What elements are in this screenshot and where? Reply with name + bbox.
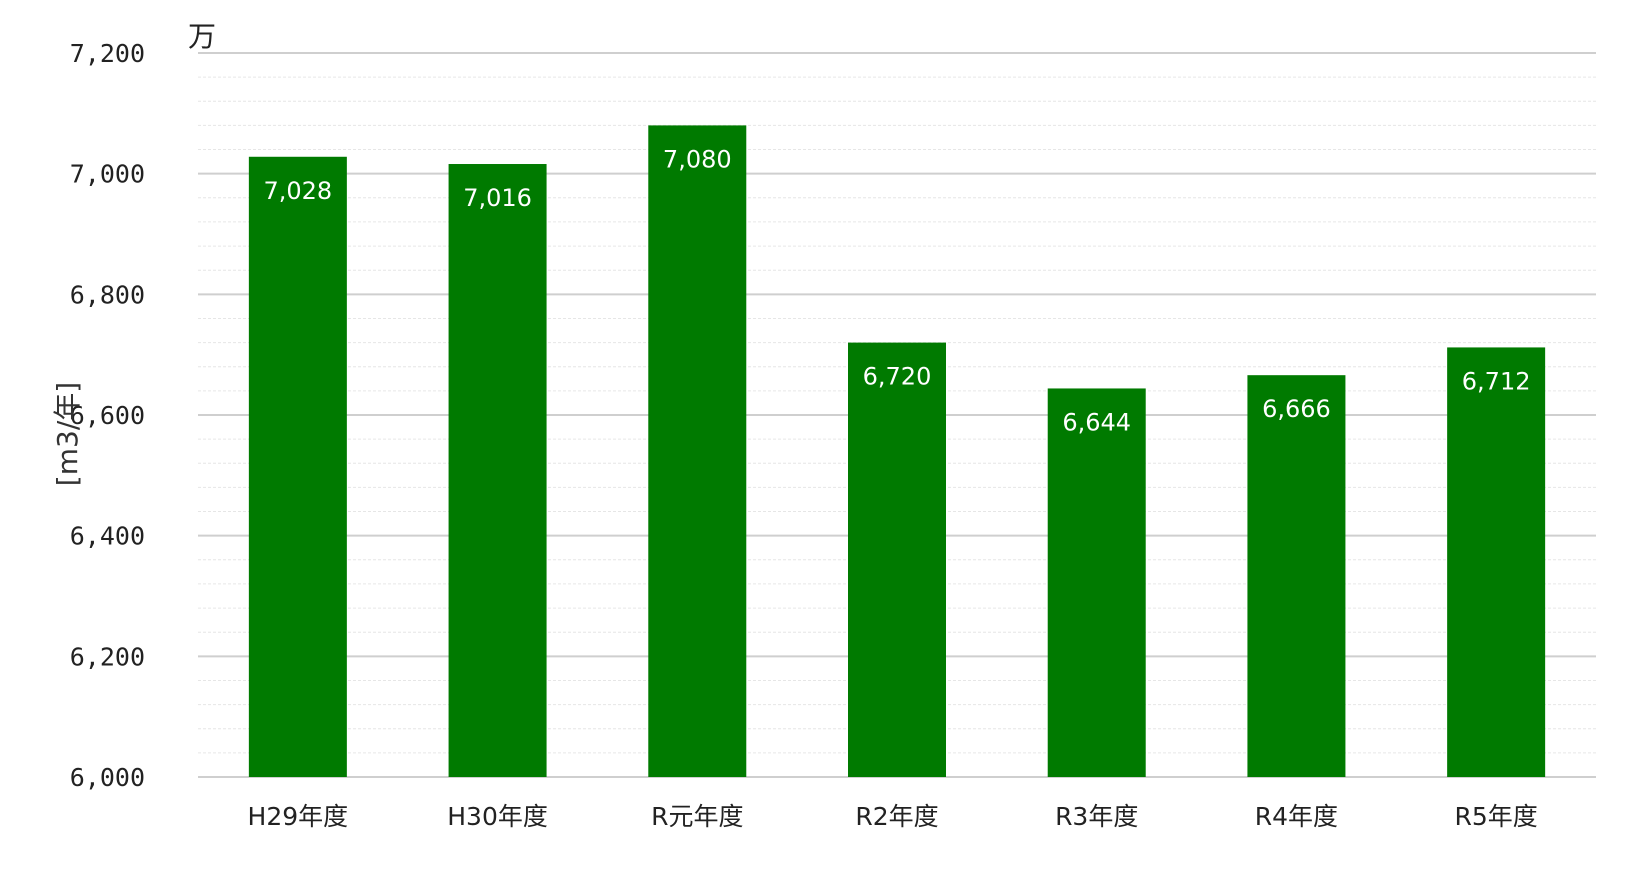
y-tick-label: 6,000 [70, 763, 145, 792]
bar [248, 156, 347, 778]
bar [848, 342, 946, 777]
y-tick-label: 6,200 [70, 642, 145, 671]
x-category-label: H30年度 [447, 802, 548, 831]
bar-data-label: 7,080 [663, 145, 732, 173]
bar [448, 164, 547, 778]
bar-data-label: 6,712 [1462, 367, 1531, 395]
bar [648, 125, 747, 777]
bar-data-label: 6,720 [863, 363, 932, 391]
gridlines [198, 52, 1596, 778]
bar [1447, 347, 1546, 777]
x-category-label: R元年度 [651, 802, 743, 831]
y-unit-marker: 万 [188, 20, 216, 53]
bar-data-label: 6,666 [1262, 395, 1331, 423]
x-axis-labels: H29年度 H30年度 R元年度 R2年度 R3年度 R4年度 R5年度 [248, 802, 1538, 831]
bar [1247, 375, 1346, 777]
x-category-label: R5年度 [1455, 802, 1538, 831]
y-tick-label: 7,000 [70, 160, 145, 189]
bar-data-label: 7,016 [463, 184, 532, 212]
x-category-label: R2年度 [855, 802, 938, 831]
y-axis-title: [m3/年] [51, 382, 84, 486]
bar-data-label: 6,644 [1062, 408, 1131, 436]
x-category-label: R3年度 [1055, 802, 1138, 831]
bar-data-label: 7,028 [263, 177, 332, 205]
y-tick-label: 6,400 [70, 522, 145, 551]
bar [1047, 388, 1146, 777]
x-category-label: R4年度 [1255, 802, 1338, 831]
bars: 7,028 7,016 7,080 6,720 6,644 6,666 6,712 [248, 125, 1546, 778]
y-axis-ticks: 6,000 6,200 6,400 6,600 6,800 7,000 7,200 [70, 39, 145, 792]
x-category-label: H29年度 [248, 802, 349, 831]
y-tick-label: 6,800 [70, 280, 145, 309]
y-tick-label: 6,600 [70, 401, 145, 430]
y-tick-label: 7,200 [70, 39, 145, 68]
